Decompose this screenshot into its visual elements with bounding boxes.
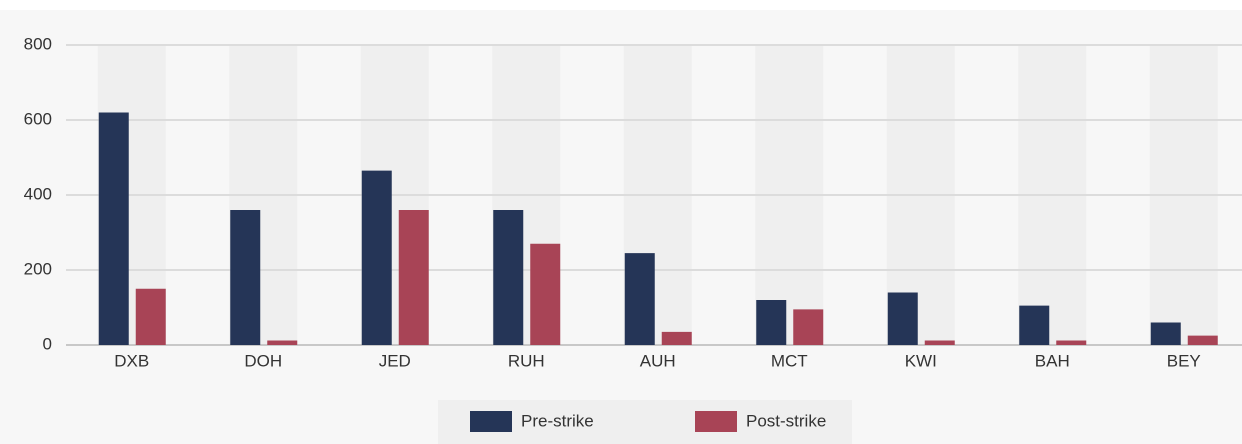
- x-tick-label: BAH: [1035, 351, 1070, 370]
- legend-swatch: [695, 411, 737, 432]
- legend-label: Pre-strike: [521, 411, 594, 430]
- y-tick-label: 800: [24, 34, 52, 53]
- x-tick-label: KWI: [905, 351, 937, 370]
- x-tick-label: DOH: [244, 351, 282, 370]
- x-tick-label: AUH: [640, 351, 676, 370]
- x-tick-label: DXB: [114, 351, 149, 370]
- bar: [624, 253, 655, 345]
- legend-label: Post-strike: [746, 411, 826, 430]
- bar: [1150, 322, 1181, 345]
- x-tick-label: MCT: [771, 351, 808, 370]
- y-tick-label: 600: [24, 109, 52, 128]
- bar: [924, 340, 955, 345]
- bar: [361, 170, 392, 345]
- y-tick-label: 0: [43, 334, 52, 353]
- x-tick-label: JED: [379, 351, 411, 370]
- legend-swatch: [470, 411, 512, 432]
- bar: [793, 309, 824, 345]
- x-tick-label: RUH: [508, 351, 545, 370]
- bar: [135, 288, 166, 345]
- bar: [1019, 305, 1050, 345]
- bar: [530, 243, 561, 345]
- bar: [98, 112, 129, 345]
- x-tick-label: BEY: [1167, 351, 1201, 370]
- bar: [493, 210, 524, 345]
- y-tick-label: 200: [24, 259, 52, 278]
- bar: [1187, 335, 1218, 345]
- bar: [661, 331, 692, 345]
- bar: [398, 210, 429, 345]
- bar: [887, 292, 918, 345]
- bar: [1056, 340, 1087, 345]
- bar: [756, 300, 787, 345]
- bar: [267, 340, 298, 345]
- y-tick-label: 400: [24, 184, 52, 203]
- bar: [230, 210, 261, 345]
